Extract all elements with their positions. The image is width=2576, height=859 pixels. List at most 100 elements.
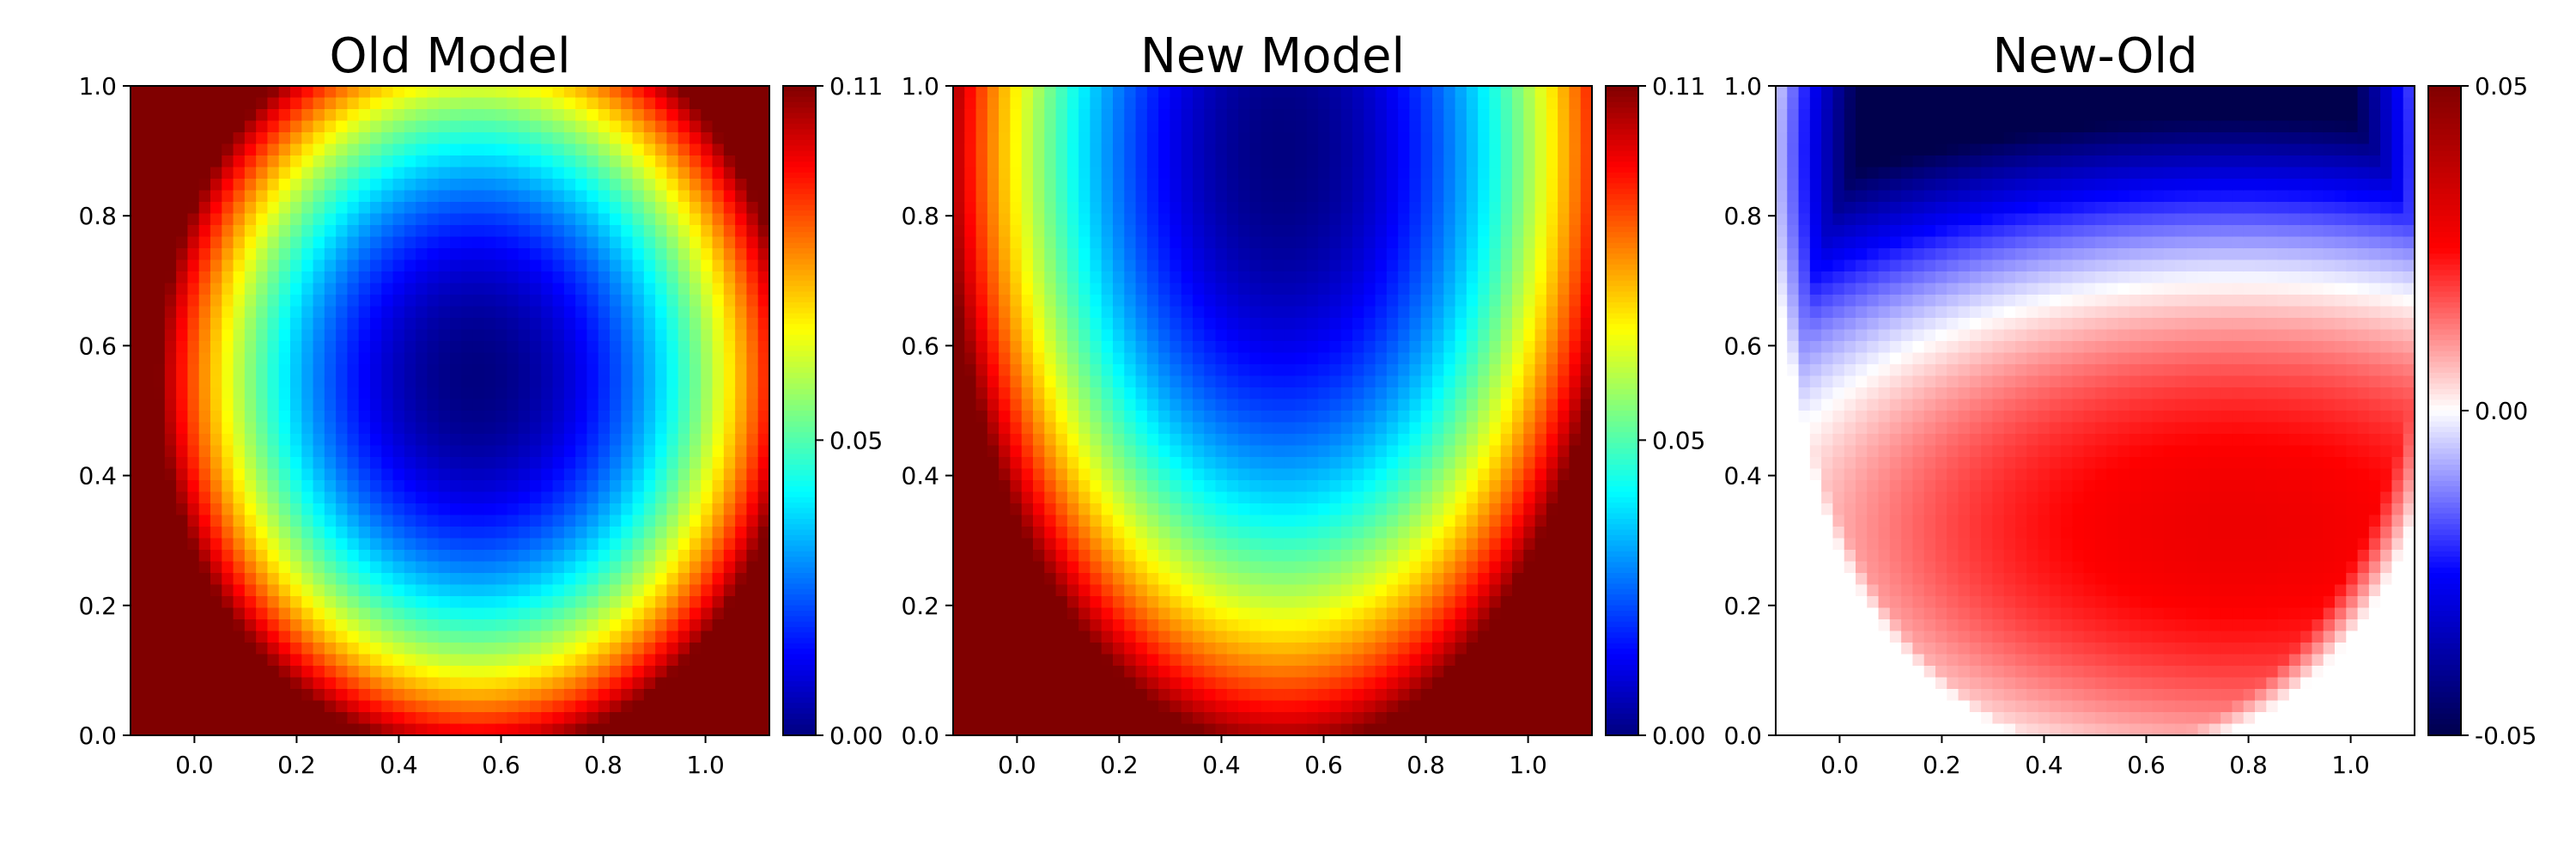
heatmap-cell: [222, 341, 234, 354]
heatmap-cell: [575, 341, 588, 354]
heatmap-cell: [1181, 712, 1194, 725]
heatmap-cell: [404, 434, 416, 447]
heatmap-cell: [586, 120, 599, 133]
heatmap-cell: [164, 666, 177, 679]
heatmap-cell: [1158, 631, 1171, 643]
heatmap-cell: [701, 259, 714, 272]
heatmap-cell: [290, 700, 302, 713]
heatmap-cell: [735, 352, 748, 365]
heatmap-cell: [999, 700, 1012, 713]
heatmap-cell: [677, 538, 690, 551]
heatmap-cell: [450, 202, 462, 215]
heatmap-cell: [267, 584, 280, 597]
heatmap-cell: [472, 491, 485, 504]
heatmap-cell: [233, 86, 246, 99]
heatmap-cell: [632, 132, 645, 145]
heatmap-cell: [632, 422, 645, 435]
heatmap-cell: [1170, 677, 1182, 690]
heatmap-cell: [712, 155, 725, 168]
heatmap-cell: [198, 723, 211, 736]
colorbar-segment: [783, 426, 816, 433]
heatmap-cell: [472, 527, 485, 539]
heatmap-cell: [256, 468, 269, 481]
heatmap-cell: [404, 283, 416, 295]
heatmap-cell: [381, 445, 394, 458]
heatmap-cell: [1010, 155, 1023, 168]
heatmap-cell: [735, 550, 748, 563]
heatmap-cell: [336, 596, 349, 609]
colorbar-segment: [783, 421, 816, 428]
heatmap-cell: [999, 318, 1012, 331]
heatmap-cell: [483, 399, 496, 411]
heatmap-cell: [586, 538, 599, 551]
heatmap-cell: [552, 550, 565, 563]
heatmap-cell: [530, 468, 542, 481]
heatmap-cell: [999, 352, 1012, 365]
heatmap-cell: [336, 295, 349, 308]
heatmap-cell: [701, 236, 714, 249]
heatmap-cell: [336, 190, 349, 203]
heatmap-cell: [1021, 480, 1034, 493]
heatmap-cell: [1101, 422, 1114, 435]
heatmap-cell: [1033, 341, 1045, 354]
heatmap-cell: [438, 723, 451, 736]
heatmap-cell: [507, 155, 519, 168]
heatmap-cell: [1044, 457, 1057, 470]
heatmap-cell: [472, 97, 485, 110]
heatmap-cell: [1078, 213, 1091, 226]
heatmap-cell: [987, 306, 999, 319]
heatmap-cell: [677, 596, 690, 609]
heatmap-cell: [381, 515, 394, 527]
heatmap-cell: [392, 468, 405, 481]
heatmap-cell: [964, 236, 977, 249]
heatmap-cell: [712, 225, 725, 238]
heatmap-cell: [256, 411, 269, 423]
heatmap-cell: [1010, 457, 1023, 470]
heatmap-cell: [278, 527, 291, 539]
heatmap-cell: [507, 515, 519, 527]
heatmap-cell: [575, 318, 588, 331]
heatmap-cell: [621, 607, 634, 620]
heatmap-cell: [1090, 143, 1103, 156]
heatmap-cell: [131, 468, 143, 481]
heatmap-cell: [233, 375, 246, 388]
heatmap-cell: [210, 306, 222, 319]
heatmap-cell: [643, 271, 656, 284]
heatmap-cell: [712, 654, 725, 667]
heatmap-cell: [677, 375, 690, 388]
heatmap-cell: [632, 480, 645, 493]
heatmap-cell: [450, 248, 462, 261]
heatmap-cell: [153, 202, 166, 215]
heatmap-cell: [953, 213, 965, 226]
heatmap-cell: [381, 86, 394, 99]
heatmap-cell: [975, 283, 988, 295]
heatmap-cell: [757, 364, 770, 377]
heatmap-cell: [210, 700, 222, 713]
heatmap-cell: [975, 86, 988, 99]
heatmap-cell: [746, 677, 759, 690]
heatmap-cell: [1261, 689, 1273, 702]
heatmap-cell: [723, 341, 736, 354]
heatmap-cell: [176, 295, 189, 308]
heatmap-cell: [1044, 561, 1057, 574]
heatmap-cell: [1044, 120, 1057, 133]
heatmap-cell: [301, 213, 314, 226]
colorbar: 0.000.050.11: [782, 72, 883, 750]
heatmap-cell: [233, 202, 246, 215]
heatmap-cell: [278, 341, 291, 354]
heatmap-cell: [563, 503, 576, 516]
colorbar-segment: [783, 627, 816, 634]
heatmap-cell: [1146, 213, 1159, 226]
heatmap-cell: [1170, 213, 1182, 226]
heatmap-cell: [267, 527, 280, 539]
heatmap-cell: [495, 619, 508, 632]
heatmap-cell: [1066, 666, 1079, 679]
heatmap-cell: [723, 538, 736, 551]
heatmap-cell: [757, 132, 770, 145]
heatmap-cell: [666, 411, 679, 423]
heatmap-cell: [507, 179, 519, 192]
heatmap-cell: [1124, 584, 1137, 597]
heatmap-cell: [381, 225, 394, 238]
heatmap-cell: [1055, 503, 1068, 516]
heatmap-cell: [530, 341, 542, 354]
